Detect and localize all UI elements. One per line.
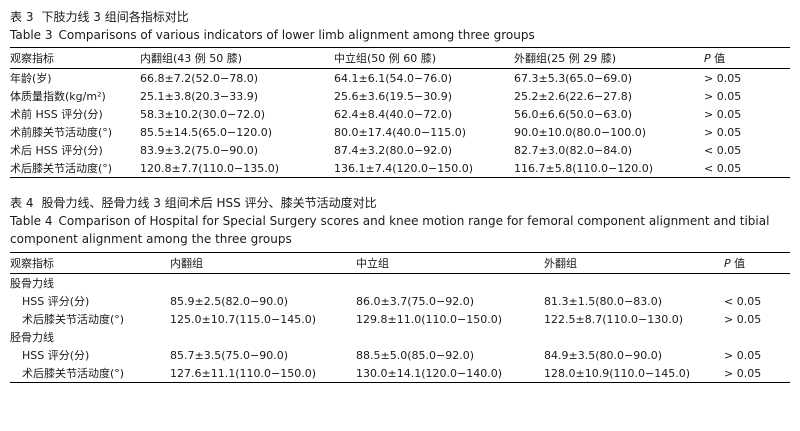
- p-suffix: 值: [710, 52, 726, 65]
- cell-valgus: 90.0±10.0(80.0−100.0): [514, 125, 646, 139]
- table3-caption-en: Table 3 Comparisons of various indicators…: [10, 26, 790, 44]
- table-row: HSS 评分(分) 85.7±3.5(75.0−90.0) 88.5±5.0(85.…: [10, 346, 790, 364]
- cell-neutral: 88.5±5.0(85.0−92.0): [356, 348, 474, 362]
- table3-caption-cn: 表 3 下肢力线 3 组间各指标对比: [10, 8, 790, 26]
- cell-varus: 83.9±3.2(75.0−90.0): [140, 143, 258, 157]
- table-row: 体质量指数(kg/m²) 25.1±3.8(20.3−33.9) 25.6±3.6(…: [10, 87, 790, 105]
- table4-caption-cn: 表 4 股骨力线、胫骨力线 3 组间术后 HSS 评分、膝关节活动度对比: [10, 194, 790, 212]
- col-header-neutral: 中立组(50 例 60 膝): [334, 52, 437, 65]
- cell-valgus: 25.2±2.6(22.6−27.8): [514, 89, 632, 103]
- table-row: 术后膝关节活动度(°) 120.8±7.7(110.0−135.0) 136.1±7…: [10, 159, 790, 178]
- cell-p-value: > 0.05: [704, 107, 742, 121]
- row-label: 术后膝关节活动度(°): [22, 313, 125, 326]
- cell-neutral: 86.0±3.7(75.0−92.0): [356, 294, 474, 308]
- col-header-neutral: 中立组: [356, 257, 389, 270]
- table-row: 术前 HSS 评分(分) 58.3±10.2(30.0−72.0) 62.4±8.4…: [10, 105, 790, 123]
- document: 表 3 下肢力线 3 组间各指标对比 Table 3 Comparisons of …: [10, 8, 790, 383]
- cell-valgus: 128.0±10.9(110.0−145.0): [544, 366, 690, 380]
- col-header-indicator: 观察指标: [10, 52, 54, 65]
- cell-valgus: 67.3±5.3(65.0−69.0): [514, 71, 632, 85]
- row-label: 术前膝关节活动度(°): [10, 126, 113, 139]
- cell-neutral: 25.6±3.6(19.5−30.9): [334, 89, 452, 103]
- row-label: HSS 评分(分): [22, 295, 90, 308]
- table4-header-row: 观察指标 内翻组 中立组 外翻组 P 值: [10, 252, 790, 274]
- col-header-valgus: 外翻组(25 例 29 膝): [514, 52, 617, 65]
- table4-title-en: Comparison of Hospital for Special Surge…: [10, 214, 770, 246]
- table4: 观察指标 内翻组 中立组 外翻组 P 值 股骨力线 HSS 评分(分) 85.9±2…: [10, 252, 790, 383]
- table-row: 术后 HSS 评分(分) 83.9±3.2(75.0−90.0) 87.4±3.2(…: [10, 141, 790, 159]
- table4-caption-en: Table 4 Comparison of Hospital for Specia…: [10, 212, 790, 248]
- table-row: 术后膝关节活动度(°) 127.6±11.1(110.0−150.0) 130.0±…: [10, 364, 790, 383]
- cell-p-value: < 0.05: [704, 143, 742, 157]
- cell-neutral: 136.1±7.4(120.0−150.0): [334, 161, 473, 175]
- cell-neutral: 62.4±8.4(40.0−72.0): [334, 107, 452, 121]
- cell-varus: 25.1±3.8(20.3−33.9): [140, 89, 258, 103]
- section-header-row: 股骨力线: [10, 274, 790, 293]
- col-header-varus: 内翻组: [170, 257, 203, 270]
- table3: 观察指标 内翻组(43 例 50 膝) 中立组(50 例 60 膝) 外翻组(2…: [10, 47, 790, 178]
- table4-label-en: Table 4: [10, 214, 53, 228]
- cell-neutral: 130.0±14.1(120.0−140.0): [356, 366, 502, 380]
- table3-label-en: Table 3: [10, 28, 53, 42]
- cell-varus: 85.5±14.5(65.0−120.0): [140, 125, 272, 139]
- cell-varus: 66.8±7.2(52.0−78.0): [140, 71, 258, 85]
- row-label: 体质量指数(kg/m²): [10, 90, 106, 103]
- cell-neutral: 87.4±3.2(80.0−92.0): [334, 143, 452, 157]
- row-label: 术后膝关节活动度(°): [22, 367, 125, 380]
- table-row: 年龄(岁) 66.8±7.2(52.0−78.0) 64.1±6.1(54.0−76…: [10, 69, 790, 88]
- cell-varus: 120.8±7.7(110.0−135.0): [140, 161, 279, 175]
- p-letter: P: [704, 52, 711, 65]
- row-label: 术后 HSS 评分(分): [10, 144, 103, 157]
- cell-valgus: 122.5±8.7(110.0−130.0): [544, 312, 683, 326]
- cell-p-value: > 0.05: [724, 366, 762, 380]
- section-title: 股骨力线: [10, 277, 54, 290]
- row-label: 年龄(岁): [10, 72, 52, 85]
- cell-varus: 85.9±2.5(82.0−90.0): [170, 294, 288, 308]
- col-header-valgus: 外翻组: [544, 257, 577, 270]
- table-row: 术后膝关节活动度(°) 125.0±10.7(115.0−145.0) 129.8±…: [10, 310, 790, 328]
- cell-valgus: 56.0±6.6(50.0−63.0): [514, 107, 632, 121]
- table-row: HSS 评分(分) 85.9±2.5(82.0−90.0) 86.0±3.7(75.…: [10, 292, 790, 310]
- col-header-p: P 值: [704, 48, 790, 69]
- row-label: 术前 HSS 评分(分): [10, 108, 103, 121]
- cell-p-value: > 0.05: [724, 348, 762, 362]
- table-row: 术前膝关节活动度(°) 85.5±14.5(65.0−120.0) 80.0±17.…: [10, 123, 790, 141]
- cell-varus: 127.6±11.1(110.0−150.0): [170, 366, 316, 380]
- cell-neutral: 129.8±11.0(110.0−150.0): [356, 312, 502, 326]
- cell-valgus: 116.7±5.8(110.0−120.0): [514, 161, 653, 175]
- row-label: HSS 评分(分): [22, 349, 90, 362]
- table4-label-cn: 表 4: [10, 196, 34, 210]
- cell-p-value: > 0.05: [704, 89, 742, 103]
- cell-neutral: 80.0±17.4(40.0−115.0): [334, 125, 466, 139]
- p-suffix: 值: [730, 257, 746, 270]
- cell-valgus: 82.7±3.0(82.0−84.0): [514, 143, 632, 157]
- col-header-varus: 内翻组(43 例 50 膝): [140, 52, 243, 65]
- table3-title-cn: 下肢力线 3 组间各指标对比: [41, 10, 189, 24]
- cell-p-value: > 0.05: [724, 312, 762, 326]
- cell-p-value: > 0.05: [704, 125, 742, 139]
- cell-valgus: 84.9±3.5(80.0−90.0): [544, 348, 662, 362]
- cell-p-value: > 0.05: [704, 71, 742, 85]
- row-label: 术后膝关节活动度(°): [10, 162, 113, 175]
- cell-p-value: < 0.05: [704, 161, 742, 175]
- table3-title-en: Comparisons of various indicators of low…: [58, 28, 535, 42]
- cell-valgus: 81.3±1.5(80.0−83.0): [544, 294, 662, 308]
- cell-neutral: 64.1±6.1(54.0−76.0): [334, 71, 452, 85]
- col-header-indicator: 观察指标: [10, 257, 54, 270]
- p-letter: P: [724, 257, 731, 270]
- section-title: 胫骨力线: [10, 331, 54, 344]
- cell-varus: 125.0±10.7(115.0−145.0): [170, 312, 316, 326]
- cell-p-value: < 0.05: [724, 294, 762, 308]
- table4-title-cn: 股骨力线、胫骨力线 3 组间术后 HSS 评分、膝关节活动度对比: [41, 196, 377, 210]
- table3-label-cn: 表 3: [10, 10, 34, 24]
- col-header-p: P 值: [724, 253, 790, 274]
- cell-varus: 85.7±3.5(75.0−90.0): [170, 348, 288, 362]
- cell-varus: 58.3±10.2(30.0−72.0): [140, 107, 265, 121]
- section-header-row: 胫骨力线: [10, 328, 790, 346]
- table3-header-row: 观察指标 内翻组(43 例 50 膝) 中立组(50 例 60 膝) 外翻组(2…: [10, 47, 790, 69]
